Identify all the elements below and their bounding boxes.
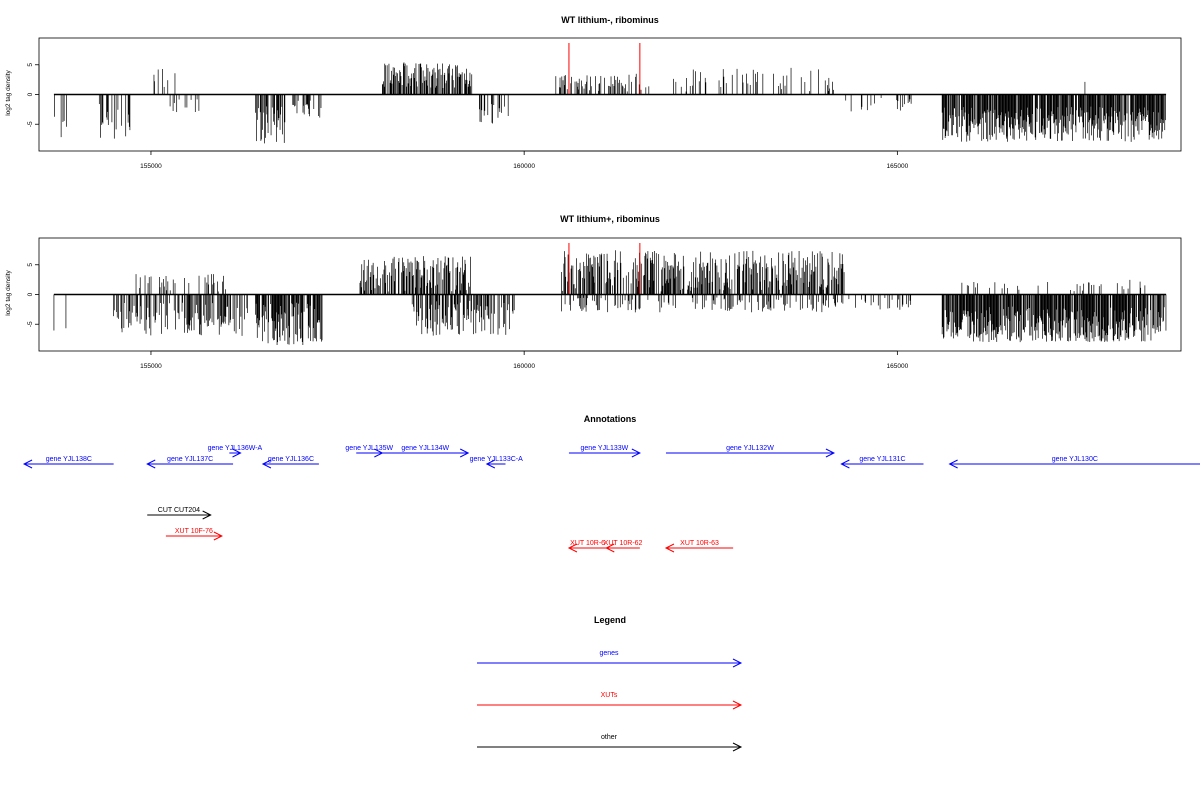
arrow-head-icon (631, 448, 641, 458)
tag-density-bars (53, 243, 1167, 346)
arrow-head-icon (232, 448, 242, 458)
panel-title: WT lithium-, ribominus (561, 15, 659, 25)
y-tick-label: 0 (27, 292, 34, 296)
annotation-feature: gene YJL134W (382, 445, 470, 458)
feature-label: XUT 10R-6 (570, 540, 605, 547)
arrow-head-icon (261, 459, 272, 469)
y-tick-label: -5 (27, 121, 34, 127)
arrow-head-icon (146, 459, 156, 469)
feature-label: CUT CUT204 (158, 507, 200, 514)
annotation-feature: XUT 10R-6 (567, 540, 607, 553)
annotations-panel: Annotations gene YJL138C gene YJL137Cgene… (22, 414, 1200, 553)
feature-label: gene YJL137C (167, 456, 213, 463)
track-panel-lithium-plus: WT lithium+, ribominus log2 tag density … (5, 214, 1182, 370)
arrow-head-icon (202, 510, 212, 520)
y-tick-label: 5 (27, 63, 34, 67)
legend-title: Legend (594, 615, 626, 625)
arrow-head-icon (732, 658, 743, 668)
x-tick-label: 160000 (513, 363, 535, 370)
annotation-feature: gene YJL136W-A (208, 445, 263, 458)
arrow-head-icon (22, 459, 33, 469)
annotations-title: Annotations (584, 414, 637, 424)
annotation-feature: XUT 10R-63 (664, 540, 734, 553)
annotation-feature: gene YJL136C (261, 456, 319, 469)
annotation-feature: gene YJL131C (840, 456, 924, 469)
y-axis-label: log2 tag density (5, 269, 12, 315)
axes: 5 0 -5 155000 160000 165000 (27, 263, 1167, 370)
legend-items: genes XUTs other (477, 650, 743, 752)
legend-item: genes (477, 650, 743, 668)
x-tick-label: 155000 (140, 163, 162, 170)
y-axis-label: log2 tag density (5, 69, 12, 115)
tag-density-bars (54, 43, 1166, 144)
annotation-feature: gene YJL137C (146, 456, 234, 469)
arrow-head-icon (732, 742, 743, 752)
arrow-head-icon (485, 459, 496, 469)
arrow-head-icon (732, 700, 743, 710)
annotation-feature: gene YJL135W (345, 445, 394, 458)
feature-label: XUT 10R-62 (604, 540, 643, 547)
y-tick-label: 5 (27, 263, 34, 267)
feature-label: gene YJL130C (1052, 456, 1098, 463)
arrow-head-icon (840, 459, 850, 469)
annotation-feature: gene YJL132W (665, 445, 836, 458)
annotation-feature: CUT CUT204 (147, 507, 212, 520)
legend-label: genes (599, 650, 619, 657)
feature-label: gene YJL135W (345, 445, 393, 452)
annotation-feature: XUT 10F-76 (165, 528, 223, 541)
panel-title: WT lithium+, ribominus (560, 214, 660, 224)
legend-label: other (601, 734, 618, 741)
feature-label: gene YJL133C-A (470, 456, 524, 463)
arrow-head-icon (605, 543, 615, 553)
arrow-head-icon (948, 459, 958, 469)
arrow-head-icon (664, 543, 675, 553)
feature-label: gene YJL132W (726, 445, 774, 452)
feature-label: XUT 10F-76 (175, 528, 213, 535)
x-tick-label: 165000 (887, 363, 909, 370)
y-tick-label: 0 (27, 92, 34, 96)
x-tick-label: 165000 (887, 163, 909, 170)
annotation-feature: XUT 10R-62 (604, 540, 643, 553)
arrow-head-icon (567, 543, 578, 553)
x-tick-label: 155000 (140, 363, 162, 370)
feature-label: gene YJL136C (268, 456, 314, 463)
axes: 5 0 -5 155000 160000 165000 (27, 63, 1167, 170)
legend-item: XUTs (477, 692, 743, 710)
annotation-feature: gene YJL133W (568, 445, 641, 458)
x-tick-label: 160000 (513, 163, 535, 170)
track-panel-lithium-minus: WT lithium-, ribominus log2 tag density … (5, 15, 1182, 170)
feature-label: gene YJL131C (859, 456, 905, 463)
legend-label: XUTs (601, 692, 618, 699)
feature-label: gene YJL136W-A (208, 445, 263, 452)
arrow-head-icon (213, 531, 223, 541)
annotation-features: gene YJL138C gene YJL137C gene YJL136W-A ge… (22, 445, 1200, 553)
feature-label: gene YJL134W (401, 445, 449, 452)
annotation-feature: gene YJL130C (948, 456, 1200, 469)
feature-label: XUT 10R-63 (680, 540, 719, 547)
feature-label: gene YJL133W (581, 445, 629, 452)
feature-label: gene YJL138C (46, 456, 92, 463)
legend-item: other (477, 734, 743, 752)
y-tick-label: -5 (27, 321, 34, 327)
arrow-head-icon (459, 448, 470, 458)
arrow-head-icon (825, 448, 836, 458)
annotation-feature: gene YJL138C (22, 456, 114, 469)
annotation-feature: gene YJL133C-A (470, 456, 524, 469)
legend-panel: Legend genes XUTs other (477, 615, 743, 752)
